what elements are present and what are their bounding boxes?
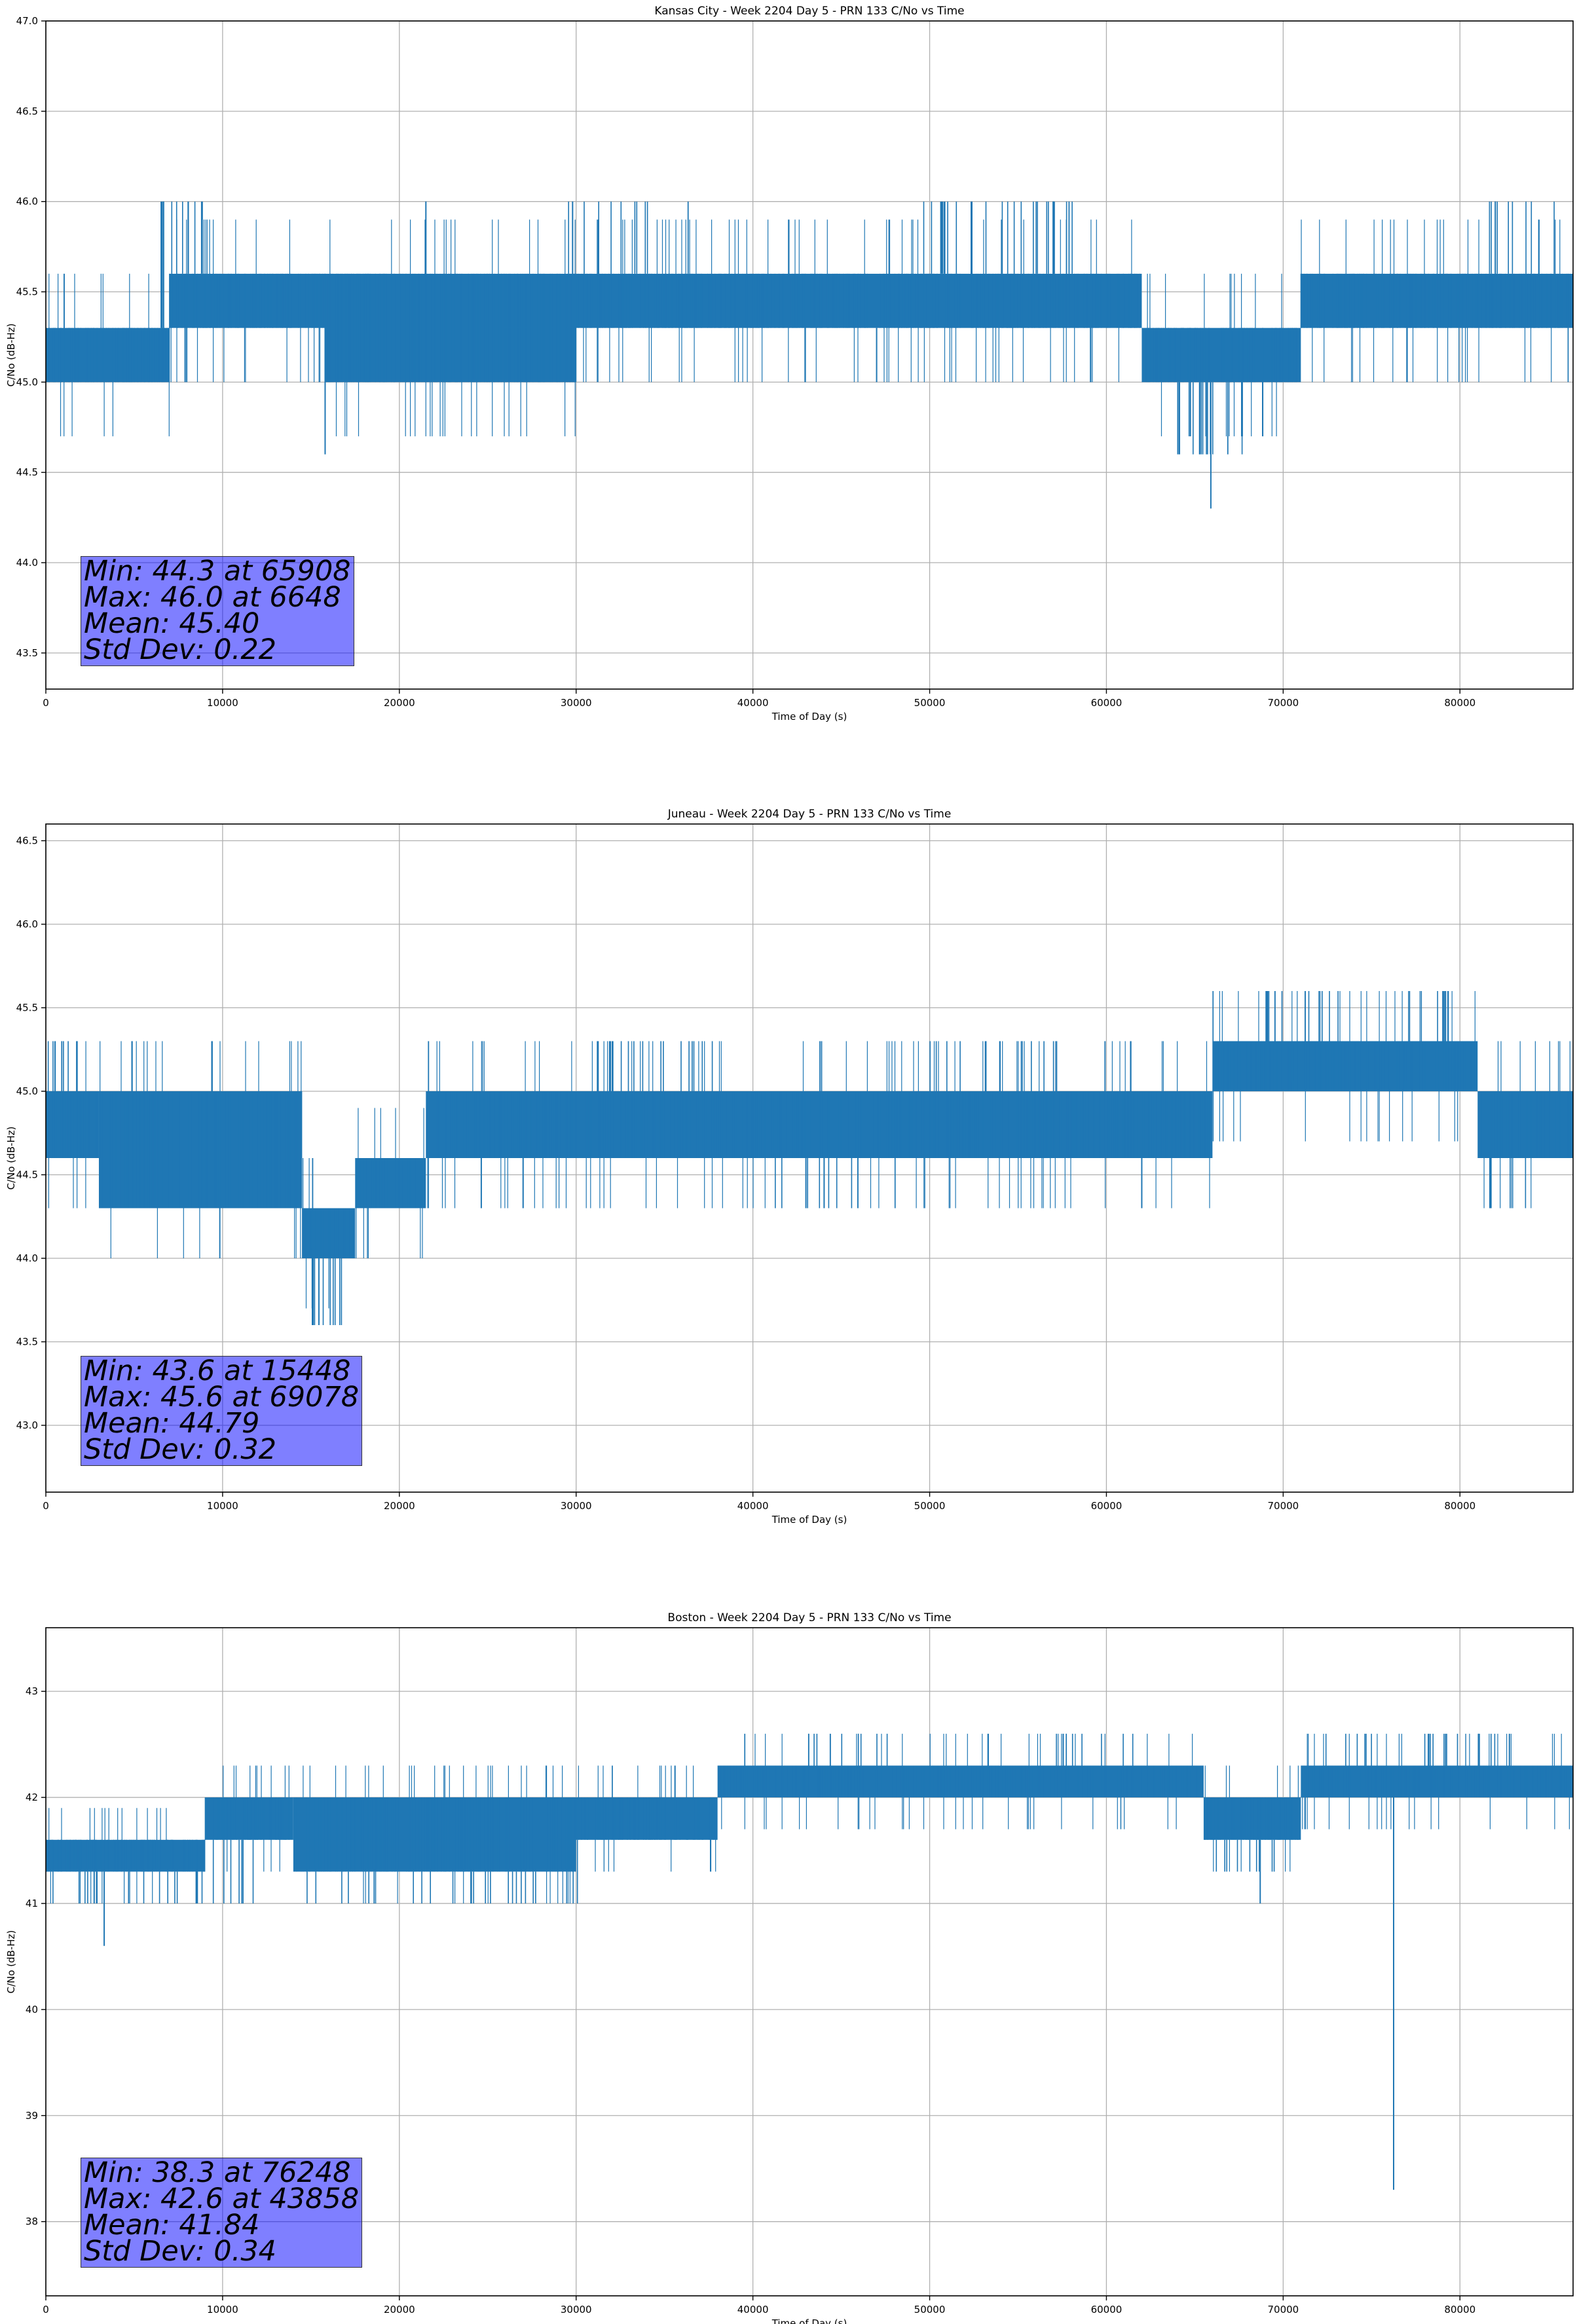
y-tick-label: 44.0: [16, 1252, 38, 1264]
x-tick-label: 10000: [207, 697, 238, 709]
x-tick-label: 80000: [1444, 2304, 1475, 2315]
x-tick-label: 0: [43, 2304, 49, 2315]
stats-box-kansas-city: Min: 44.3 at 65908 Max: 46.0 at 6648 Mean:…: [81, 556, 354, 666]
stats-box-boston: Min: 38.3 at 76248 Max: 42.6 at 43858 Mean…: [81, 2156, 363, 2268]
y-tick-label: 41: [26, 1898, 38, 1909]
stat-std-dev: Std Dev: 0.34: [84, 2235, 277, 2268]
data-samples: [46, 1733, 1573, 1903]
stat-max: Max: 42.6 at 43858: [84, 2183, 360, 2215]
stat-min: Min: 44.3 at 65908: [84, 555, 351, 588]
data-samples: [46, 219, 1573, 437]
data-excursions: [160, 201, 1555, 455]
x-tick-label: 40000: [737, 2304, 769, 2315]
stat-mean: Mean: 41.84: [84, 2209, 260, 2241]
stats-box-juneau: Min: 43.6 at 15448 Max: 45.6 at 69078 Mean…: [81, 1355, 363, 1466]
y-tick-label: 45.5: [16, 1002, 38, 1014]
x-tick-label: 40000: [737, 1500, 769, 1512]
x-tick-label: 20000: [384, 2304, 415, 2315]
x-tick-label: 40000: [737, 697, 769, 709]
x-axis-label: Time of Day (s): [771, 2317, 847, 2324]
x-tick-label: 70000: [1267, 2304, 1299, 2315]
y-axis-label: C/No (dB-Hz): [5, 1930, 17, 1994]
y-axis-label: C/No (dB-Hz): [5, 324, 17, 387]
y-tick-label: 42: [26, 1791, 38, 1803]
axes-frame: [45, 823, 1574, 1493]
y-tick-label: 43: [26, 1685, 38, 1697]
y-tick-label: 45.5: [16, 286, 38, 298]
x-tick-label: 70000: [1267, 1500, 1299, 1512]
y-tick-label: 40: [26, 2004, 38, 2015]
y-tick-label: 38: [26, 2216, 38, 2228]
data-band: [576, 1797, 718, 1840]
data-excursions: [47, 991, 1527, 1325]
data-samples: [48, 991, 1573, 1309]
x-tick-label: 30000: [561, 2304, 592, 2315]
stat-mean: Mean: 44.79: [84, 1407, 260, 1440]
data-series: [46, 991, 1573, 1325]
stat-min: Min: 38.3 at 76248: [84, 2156, 351, 2189]
y-tick-label: 43.5: [16, 647, 38, 659]
chart-boston: 0 10000 20000 30000 40000 50000 60000 70000 8000…: [5, 1611, 1574, 2324]
stat-max: Max: 46.0 at 6648: [84, 581, 341, 614]
y-tick-label: 43.5: [16, 1336, 38, 1348]
y-tick-label: 46.5: [16, 105, 38, 117]
chart-title: Kansas City - Week 2204 Day 5 - PRN 133 …: [654, 5, 964, 18]
x-tick-label: 30000: [561, 1500, 592, 1512]
x-tick-label: 10000: [207, 2304, 238, 2315]
y-tick-label: 46.0: [16, 196, 38, 208]
x-tick-label: 60000: [1091, 697, 1122, 709]
axes-frame: [45, 1627, 1574, 2296]
y-tick-label: 46.0: [16, 918, 38, 930]
data-excursions: [52, 1733, 1510, 1903]
chart-title: Boston - Week 2204 Day 5 - PRN 133 C/No …: [667, 1611, 951, 1624]
data-band: [46, 1091, 99, 1158]
x-tick-label: 60000: [1091, 2304, 1122, 2315]
x-tick-label: 50000: [914, 1500, 946, 1512]
data-series: [46, 201, 1573, 509]
x-tick-label: 30000: [561, 697, 592, 709]
y-tick-label: 45.0: [16, 1085, 38, 1097]
x-tick-label: 20000: [384, 1500, 415, 1512]
x-tick-label: 0: [43, 697, 49, 709]
x-tick-label: 50000: [914, 2304, 946, 2315]
y-tick-label: 44.0: [16, 557, 38, 569]
y-tick-label: 44.5: [16, 466, 38, 478]
chart-title: Juneau - Week 2204 Day 5 - PRN 133 C/No …: [667, 808, 952, 821]
data-band: [46, 1839, 205, 1872]
x-axis-label: Time of Day (s): [771, 1514, 847, 1526]
y-tick-label: 43.0: [16, 1419, 38, 1431]
x-tick-label: 50000: [914, 697, 946, 709]
x-tick-label: 70000: [1267, 697, 1299, 709]
stat-min: Min: 43.6 at 15448: [84, 1355, 351, 1387]
x-tick-label: 10000: [207, 1500, 238, 1512]
data-band: [426, 1091, 1213, 1158]
y-tick-label: 39: [26, 2110, 38, 2122]
axes-frame: [45, 20, 1574, 690]
x-tick-label: 60000: [1091, 1500, 1122, 1512]
x-tick-label: 80000: [1444, 697, 1475, 709]
y-axis-label: C/No (dB-Hz): [5, 1127, 17, 1190]
data-band: [98, 1091, 303, 1209]
x-tick-label: 20000: [384, 697, 415, 709]
x-axis-label: Time of Day (s): [771, 711, 847, 722]
x-tick-label: 0: [43, 1500, 49, 1512]
stat-std-dev: Std Dev: 0.32: [84, 1433, 277, 1466]
chart-juneau: 0 10000 20000 30000 40000 50000 60000 70000 8000…: [5, 808, 1574, 1526]
stat-mean: Mean: 45.40: [84, 607, 260, 640]
x-tick-label: 80000: [1444, 1500, 1475, 1512]
data-series: [46, 1733, 1573, 2190]
data-band: [169, 273, 325, 328]
y-tick-label: 47.0: [16, 15, 38, 27]
y-tick-label: 44.5: [16, 1169, 38, 1181]
stat-max: Max: 45.6 at 69078: [84, 1381, 360, 1414]
data-band: [576, 273, 1142, 328]
stat-std-dev: Std Dev: 0.22: [84, 633, 277, 666]
y-tick-label: 45.0: [16, 376, 38, 388]
chart-kansas-city: 0 10000 20000 30000 40000 50000 60000 70000 8000…: [5, 5, 1574, 722]
y-tick-label: 46.5: [16, 835, 38, 847]
